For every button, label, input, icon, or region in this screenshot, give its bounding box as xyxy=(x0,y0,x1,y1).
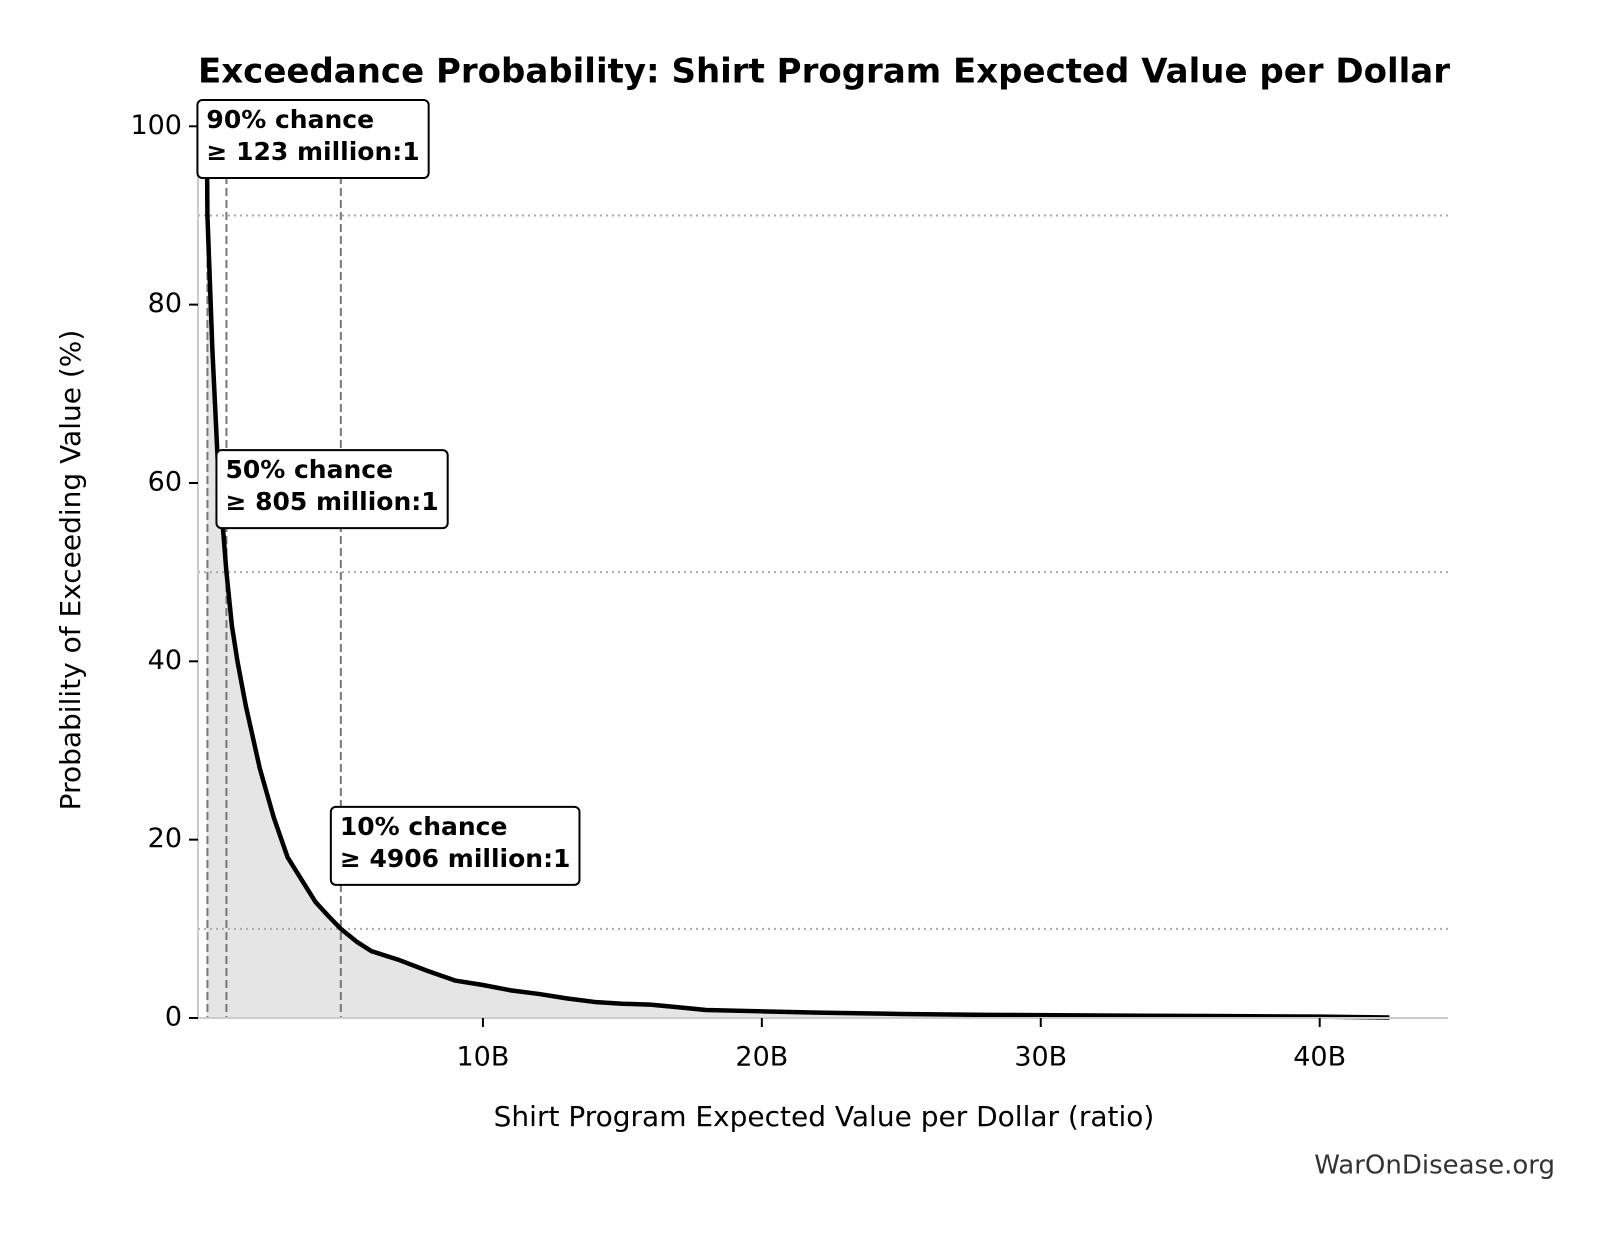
y-tick-label: 0 xyxy=(165,1002,182,1033)
annotation: 10% chance ≥ 4906 million:1 xyxy=(329,805,581,886)
y-axis-label: Probability of Exceeding Value (%) xyxy=(54,330,87,811)
x-tick-label: 10B xyxy=(456,1042,509,1073)
annotation-text: ≥ 805 million:1 xyxy=(225,487,438,516)
annotation-text: 50% chance xyxy=(225,455,393,484)
annotation-text: 10% chance xyxy=(340,812,508,841)
y-tick-label: 80 xyxy=(148,288,182,319)
curve xyxy=(204,126,1390,1020)
source-label: WarOnDisease.org xyxy=(1314,1151,1555,1181)
annotation-text: ≥ 4906 million:1 xyxy=(340,844,571,873)
annotation: 50% chance ≥ 805 million:1 xyxy=(215,449,449,530)
annotation-box xyxy=(196,99,430,179)
y-tick-label: 100 xyxy=(130,110,182,141)
y-tick-label: 20 xyxy=(148,823,182,854)
x-tick-label: 20B xyxy=(735,1042,788,1073)
x-axis-label: Shirt Program Expected Value per Dollar … xyxy=(494,1100,1155,1133)
y-tick-label: 40 xyxy=(148,645,182,676)
annotation-box xyxy=(215,449,449,530)
annotation-box xyxy=(329,805,581,886)
x-tick-label: 30B xyxy=(1014,1042,1067,1073)
chart-title: Exceedance Probability: Shirt Program Ex… xyxy=(198,52,1450,92)
annotation: 90% chance ≥ 123 million:1 xyxy=(196,99,430,179)
x-tick-label: 40B xyxy=(1293,1042,1346,1073)
y-tick-label: 60 xyxy=(148,466,182,497)
annotation-text: ≥ 123 million:1 xyxy=(206,137,419,166)
annotation-text: 90% chance xyxy=(206,105,374,134)
